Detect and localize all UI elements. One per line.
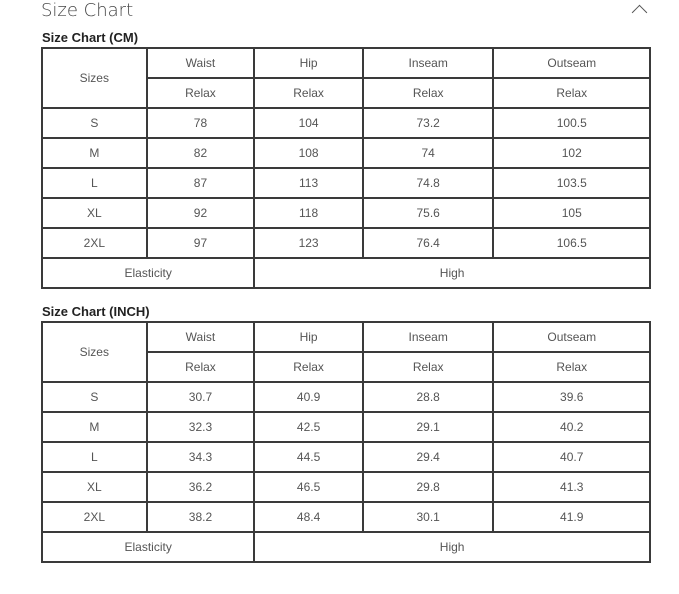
size-cell: M: [41, 137, 148, 169]
measurement-cell: 100.5: [492, 107, 651, 139]
measurement-cell: 44.5: [253, 441, 364, 473]
measurement-cell: 104: [253, 107, 364, 139]
header-row: Sizes Waist Hip Inseam Outseam: [41, 321, 651, 383]
fit-label: Relax: [145, 351, 256, 383]
measurement-cell: 28.8: [361, 381, 495, 413]
table-row: S 78 104 73.2 100.5: [41, 107, 651, 139]
section-title: Size Chart: [41, 0, 134, 21]
measurement-cell: 78: [145, 107, 256, 139]
size-cell: XL: [41, 471, 148, 503]
chevron-up-icon[interactable]: [631, 4, 648, 21]
column-header: Hip: [253, 321, 364, 353]
column-header: Outseam: [492, 321, 651, 353]
size-table: Sizes Waist Hip Inseam Outseam Relax Relax Rela…: [40, 321, 651, 563]
measurement-cell: 38.2: [145, 501, 256, 533]
size-cell: M: [41, 411, 148, 443]
size-cell: S: [41, 107, 148, 139]
fit-label: Relax: [492, 77, 651, 109]
measurement-cell: 76.4: [361, 227, 495, 259]
measurement-cell: 39.6: [492, 381, 651, 413]
measurement-cell: 92: [145, 197, 256, 229]
size-cell: 2XL: [41, 501, 148, 533]
size-cell: L: [41, 441, 148, 473]
column-header: Waist: [145, 321, 256, 353]
table-row: M 32.3 42.5 29.1 40.2: [41, 411, 651, 443]
measurement-cell: 75.6: [361, 197, 495, 229]
measurement-cell: 102: [492, 137, 651, 169]
measurement-cell: 106.5: [492, 227, 651, 259]
table-row: 2XL 97 123 76.4 106.5: [41, 227, 651, 259]
elasticity-label: Elasticity: [40, 531, 256, 563]
measurement-cell: 118: [253, 197, 364, 229]
measurement-cell: 48.4: [253, 501, 364, 533]
measurement-cell: 40.7: [492, 441, 651, 473]
size-cell: XL: [41, 197, 148, 229]
measurement-cell: 29.8: [361, 471, 495, 503]
measurement-cell: 103.5: [492, 167, 651, 199]
measurement-cell: 123: [253, 227, 364, 259]
table-row: 2XL 38.2 48.4 30.1 41.9: [41, 501, 651, 533]
measurement-cell: 36.2: [145, 471, 256, 503]
elasticity-value: High: [253, 257, 651, 289]
table-row: M 82 108 74 102: [41, 137, 651, 169]
measurement-cell: 87: [145, 167, 256, 199]
table-row: L 87 113 74.8 103.5: [41, 167, 651, 199]
column-header: Inseam: [361, 321, 495, 353]
fit-label: Relax: [361, 77, 495, 109]
measurement-cell: 34.3: [145, 441, 256, 473]
measurement-cell: 113: [253, 167, 364, 199]
measurement-cell: 30.7: [145, 381, 256, 413]
measurement-cell: 74.8: [361, 167, 495, 199]
measurement-cell: 97: [145, 227, 256, 259]
measurement-cell: 41.3: [492, 471, 651, 503]
elasticity-row: Elasticity High: [40, 531, 651, 563]
column-header: Inseam: [361, 47, 495, 79]
fit-label: Relax: [492, 351, 651, 383]
subheader-row: Relax Relax Relax Relax: [42, 351, 651, 383]
measurement-cell: 105: [492, 197, 651, 229]
table-row: L 34.3 44.5 29.4 40.7: [41, 441, 651, 473]
table-row: XL 36.2 46.5 29.8 41.3: [41, 471, 651, 503]
header-row: Sizes Waist Hip Inseam Outseam: [41, 47, 651, 109]
size-table: Sizes Waist Hip Inseam Outseam Relax Relax Rela…: [40, 47, 651, 289]
elasticity-row: Elasticity High: [40, 257, 651, 289]
fit-label: Relax: [361, 351, 495, 383]
measurement-cell: 40.2: [492, 411, 651, 443]
measurement-cell: 42.5: [253, 411, 364, 443]
size-cell: S: [41, 381, 148, 413]
sizes-header: Sizes: [41, 321, 148, 383]
size-cell: L: [41, 167, 148, 199]
subheader-row: Relax Relax Relax Relax: [42, 77, 651, 109]
column-header: Hip: [253, 47, 364, 79]
measurement-cell: 29.1: [361, 411, 495, 443]
measurement-cell: 74: [361, 137, 495, 169]
fit-label: Relax: [253, 77, 364, 109]
measurement-cell: 41.9: [492, 501, 651, 533]
measurement-cell: 29.4: [361, 441, 495, 473]
measurement-cell: 40.9: [253, 381, 364, 413]
measurement-cell: 30.1: [361, 501, 495, 533]
elasticity-value: High: [253, 531, 651, 563]
measurement-cell: 73.2: [361, 107, 495, 139]
column-header: Outseam: [492, 47, 651, 79]
table-row: S 30.7 40.9 28.8 39.6: [41, 381, 651, 413]
table-title: Size Chart (CM): [42, 30, 139, 45]
sizes-header: Sizes: [41, 47, 148, 109]
column-header: Waist: [145, 47, 256, 79]
measurement-cell: 46.5: [253, 471, 364, 503]
fit-label: Relax: [253, 351, 364, 383]
measurement-cell: 32.3: [145, 411, 256, 443]
measurement-cell: 108: [253, 137, 364, 169]
table-title: Size Chart (INCH): [42, 304, 150, 319]
elasticity-label: Elasticity: [40, 257, 256, 289]
fit-label: Relax: [145, 77, 256, 109]
measurement-cell: 82: [145, 137, 256, 169]
table-row: XL 92 118 75.6 105: [41, 197, 651, 229]
size-cell: 2XL: [41, 227, 148, 259]
